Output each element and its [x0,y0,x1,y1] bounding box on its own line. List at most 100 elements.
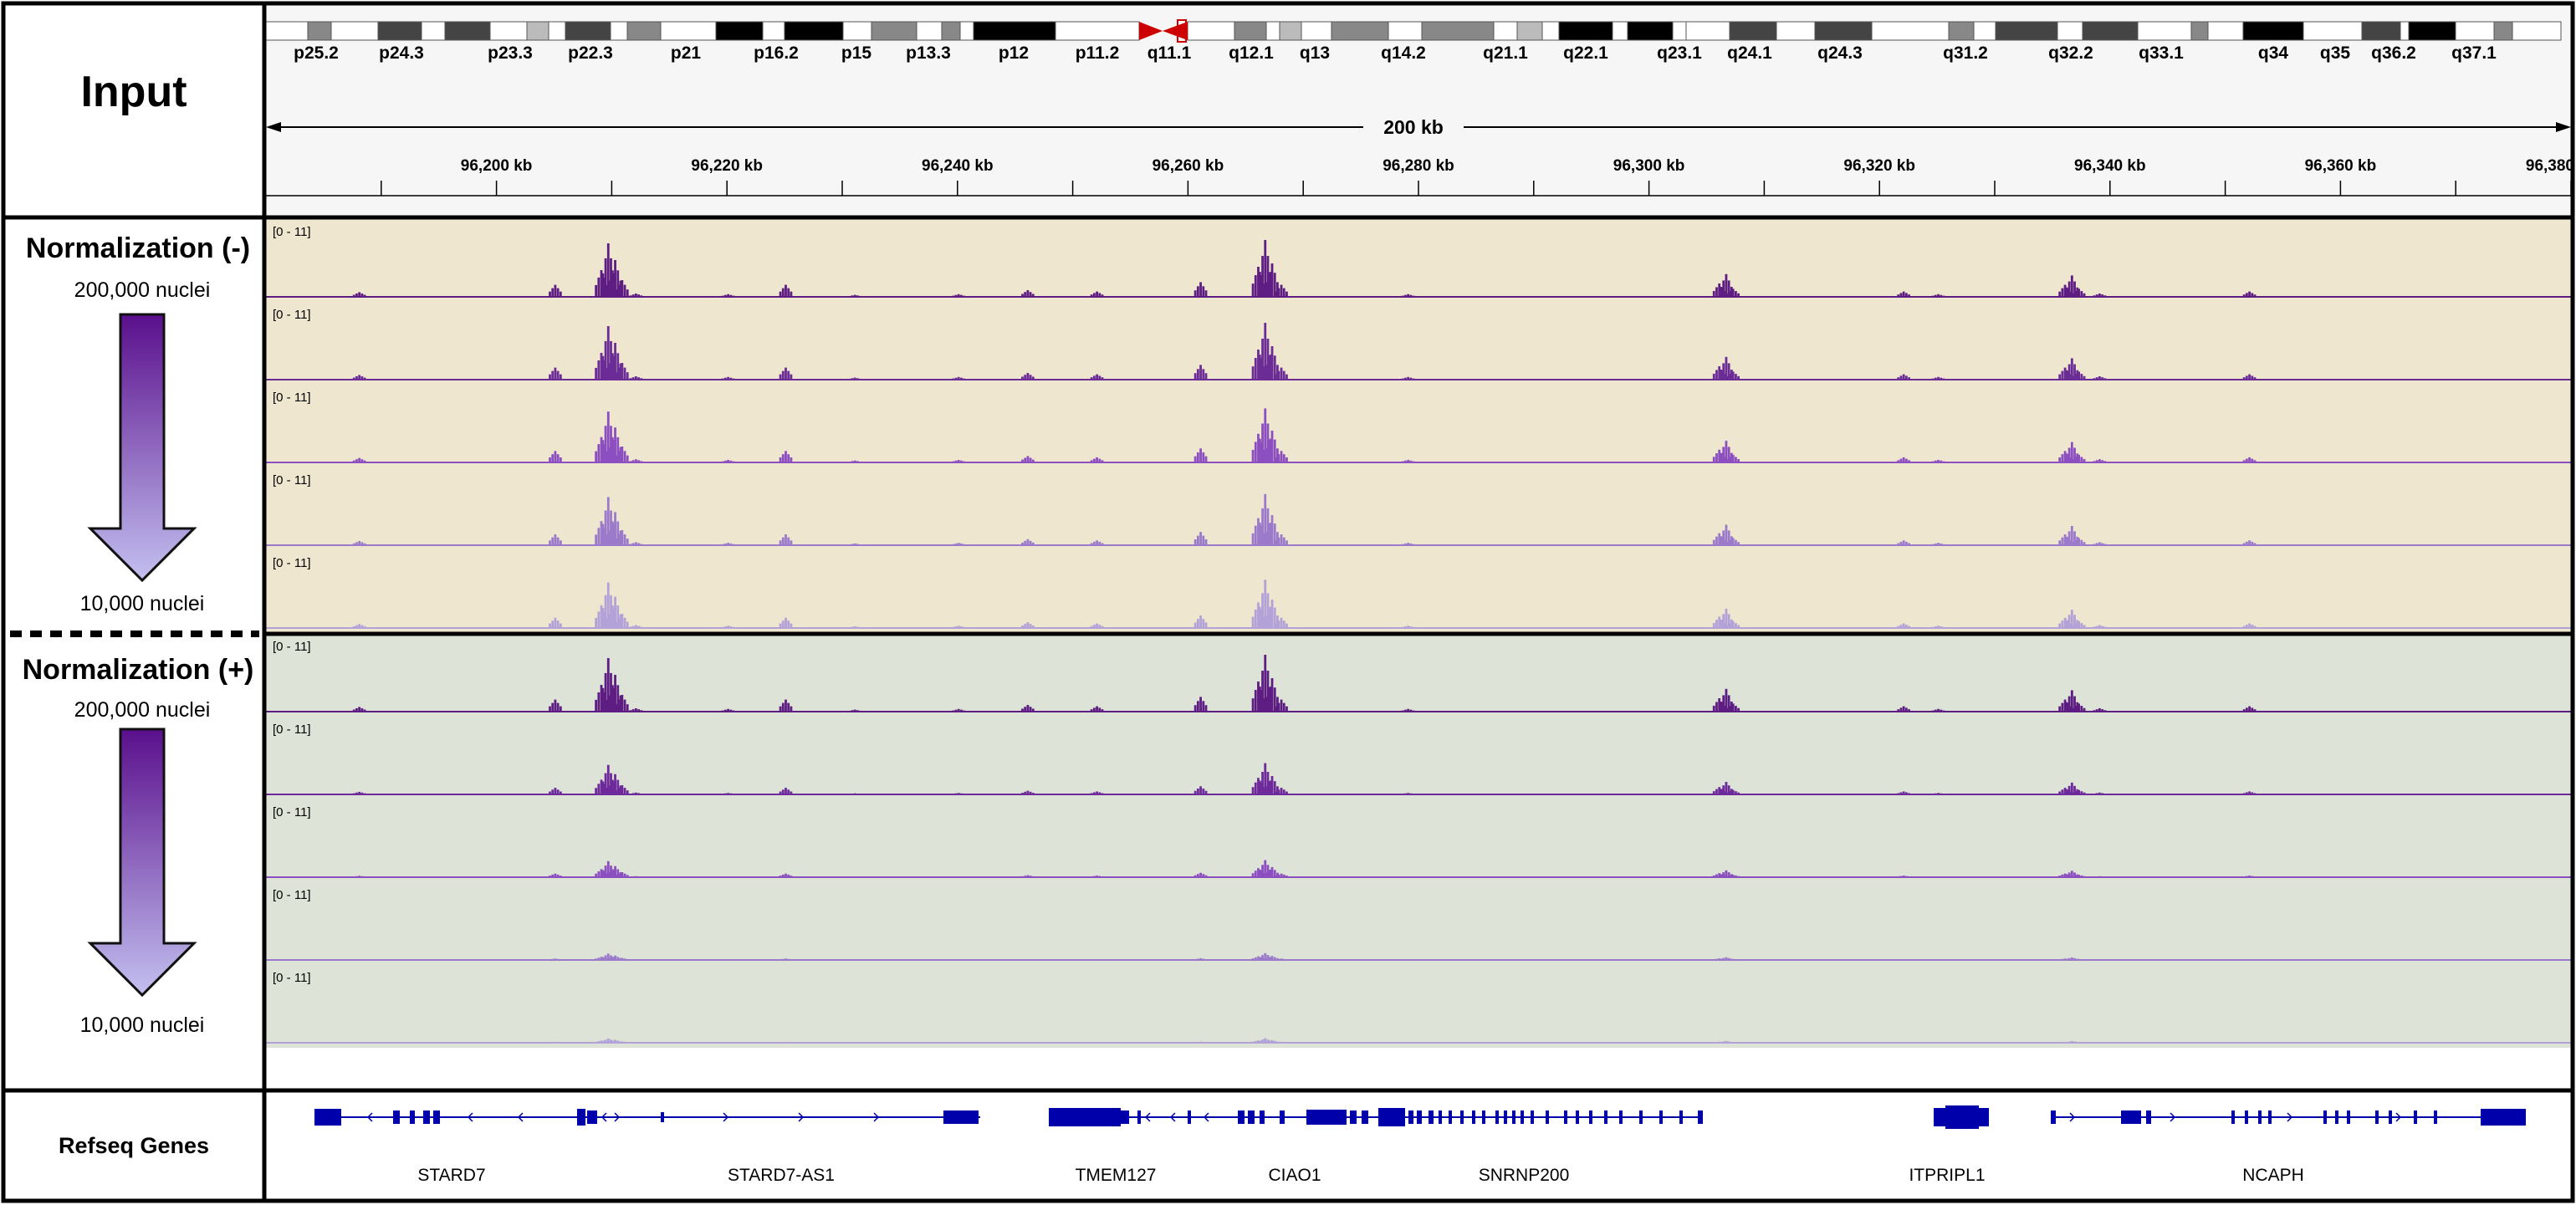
signal-peak [859,627,861,628]
signal-peak [605,865,607,877]
signal-peak [1737,876,1740,877]
gene-exon [1604,1110,1607,1124]
signal-peak [1259,687,1261,712]
signal-peak [1205,876,1208,877]
track-range-label: [0 - 11] [273,308,311,322]
signal-peak [1098,542,1101,545]
ideogram-band [378,22,422,40]
signal-peak [611,780,614,794]
signal-peak [1905,959,1908,960]
signal-peak [2078,538,2080,545]
signal-peak [626,790,629,794]
signal-peak [1261,423,1264,462]
signal-peak [551,875,554,877]
signal-peak [2251,375,2253,380]
signal-peak [1730,623,1732,628]
gene-exon [2335,1110,2338,1124]
signal-peak [2078,1042,2080,1043]
signal-peak [2098,294,2101,297]
signal-peak [2251,792,2253,794]
signal-peak [960,544,963,545]
signal-peak [1265,448,1268,462]
signal-peak [963,627,965,628]
signal-peak [2243,460,2246,462]
signal-peak [2096,793,2098,794]
signal-peak [1905,542,1908,545]
signal-peak [609,531,611,545]
signal-peak [555,368,557,380]
signal-peak [1261,772,1264,794]
gene-name-label: TMEM127 [1076,1166,1157,1185]
signal-peak [1091,793,1093,794]
signal-peak [640,544,642,545]
signal-peak [2093,461,2096,462]
signal-peak [1932,627,1935,628]
signal-peak [729,544,732,545]
signal-peak [635,294,637,297]
signal-peak [1732,621,1735,628]
signal-peak [952,296,954,297]
signal-peak [733,544,735,545]
signal-peak [1261,508,1264,545]
signal-peak [1255,783,1257,794]
signal-peak [1935,959,1937,960]
signal-peak [958,709,960,712]
signal-peak [1275,375,1277,380]
signal-peak [779,959,782,960]
signal-peak [1205,457,1208,462]
signal-peak [1402,544,1404,545]
ideogram-band [1776,22,1815,40]
signal-peak [1932,296,1935,297]
signal-peak [621,872,623,877]
signal-peak [595,958,597,960]
gene-exon [1417,1110,1422,1124]
signal-peak [1735,291,1737,297]
ideogram-band [1996,22,2057,40]
signal-peak [1026,705,1029,712]
signal-peak [1409,710,1412,712]
signal-peak [358,624,360,628]
signal-peak [2093,378,2096,380]
signal-peak [1199,532,1202,545]
signal-peak [1275,959,1277,960]
signal-peak [1268,957,1270,960]
signal-peak [1271,1040,1274,1043]
ruler-tick-label: 96,200 kb [461,157,533,175]
signal-peak [1897,294,1899,297]
signal-peak [1197,701,1199,712]
signal-peak [557,620,560,628]
ideogram-band [2243,22,2303,40]
ideogram-band [1188,22,1234,40]
signal-peak [611,521,614,545]
signal-peak [616,289,618,297]
signal-peak [1407,460,1409,462]
signal-peak [605,258,607,297]
signal-peak [1900,1042,1903,1043]
signal-peak [637,1042,640,1043]
signal-peak [2251,707,2253,712]
signal-peak [595,788,597,794]
signal-peak [727,543,729,545]
signal-peak [1713,1042,1715,1043]
signal-peak [618,788,621,794]
signal-peak [1277,1042,1280,1043]
signal-peak [1024,541,1026,545]
ideogram-band [627,22,661,40]
signal-peak [724,710,727,712]
signal-peak [2068,365,2071,380]
signal-peak [1101,543,1104,545]
signal-peak [1091,876,1093,877]
signal-peak [2061,538,2063,545]
signal-peak [2068,697,2071,712]
group-label-norm-minus: Normalization (-) [8,232,268,265]
signal-peak [1026,791,1029,794]
signal-peak [1197,286,1199,297]
signal-peak [955,544,958,545]
signal-peak [637,709,640,712]
signal-peak [1021,625,1024,628]
signal-peak [2066,959,2068,960]
signal-peak [1275,1042,1277,1043]
signal-peak [1732,875,1735,877]
signal-peak [595,285,597,297]
